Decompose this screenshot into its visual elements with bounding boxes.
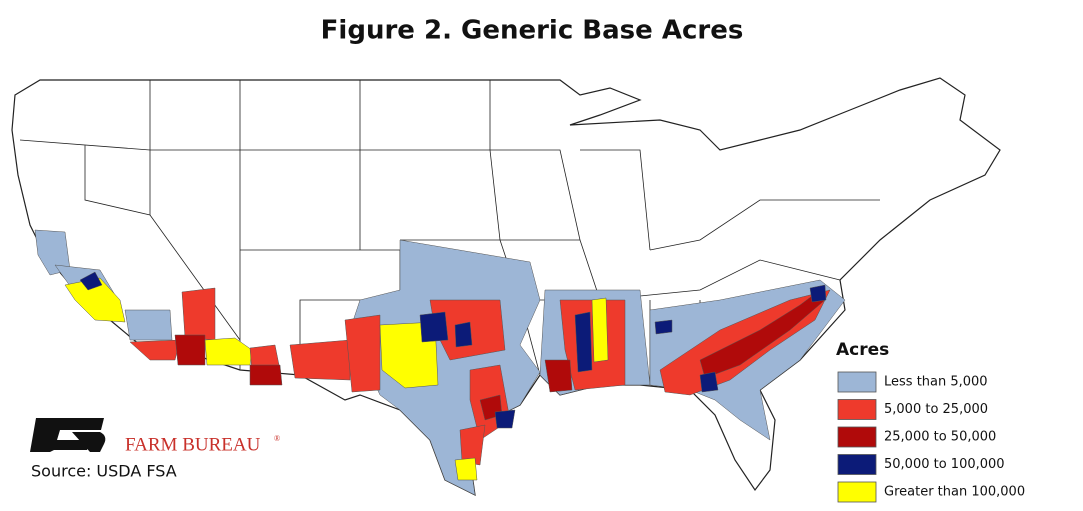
logo: FARM BUREAU ® (30, 418, 280, 455)
county-area (494, 409, 516, 429)
county-area (699, 371, 719, 393)
logo-registered: ® (274, 434, 280, 443)
county-area (574, 311, 593, 373)
legend-swatch (837, 426, 877, 448)
county-area (654, 319, 673, 335)
legend-swatch (837, 481, 877, 503)
county-area (181, 287, 216, 341)
county-area (249, 364, 283, 386)
county-area (64, 277, 126, 323)
legend-swatch (837, 399, 877, 420)
legend-label: 25,000 to 50,000 (884, 430, 996, 445)
legend-label: Greater than 100,000 (884, 485, 1025, 500)
county-area (809, 284, 827, 303)
figure-title: Figure 2. Generic Base Acres (321, 16, 744, 46)
legend-swatch (837, 371, 877, 393)
legend: Acres Less than 5,000 5,000 to 25,000 25,0… (836, 340, 1025, 503)
county-area (129, 339, 181, 361)
county-area (79, 271, 103, 291)
legend-label: Less than 5,000 (884, 375, 988, 390)
county-area (591, 297, 609, 363)
source-note: Source: USDA FSA (31, 462, 177, 481)
legend-label: 50,000 to 100,000 (884, 457, 1005, 472)
county-area (344, 314, 381, 393)
county-area (454, 457, 478, 481)
county-area (419, 311, 449, 343)
logo-mark (30, 418, 106, 452)
county-shading (34, 229, 846, 496)
legend-label: 5,000 to 25,000 (884, 402, 988, 417)
county-area (459, 424, 486, 466)
legend-title: Acres (836, 340, 889, 360)
us-map (11, 77, 1001, 497)
logo-name: FARM BUREAU (125, 434, 261, 455)
county-area (544, 359, 573, 393)
county-area (174, 334, 206, 366)
county-area (454, 321, 473, 348)
county-area (124, 309, 173, 341)
legend-swatch (837, 454, 877, 475)
county-area (34, 229, 71, 276)
county-area (289, 339, 351, 381)
